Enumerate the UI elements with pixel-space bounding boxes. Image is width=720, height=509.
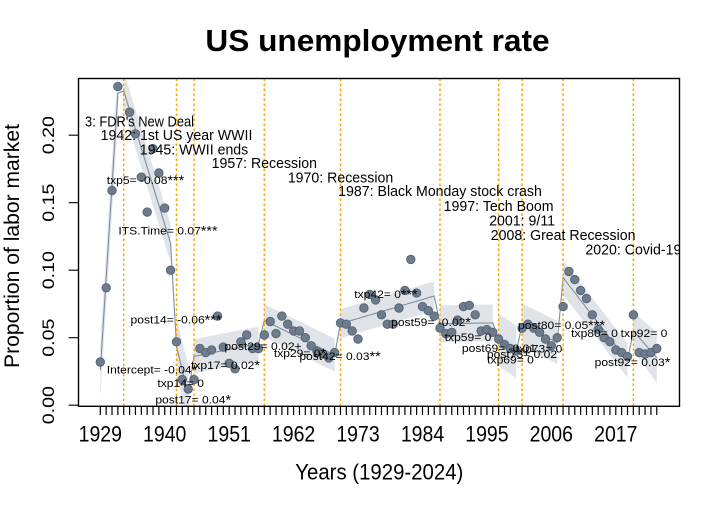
svg-text:post80= 0.05***: post80= 0.05*** [518,317,606,333]
svg-text:txp59= 0: txp59= 0 [445,331,492,344]
svg-text:post59= -0.02*: post59= -0.02* [391,314,471,330]
svg-text:2017: 2017 [594,422,637,447]
svg-text:1970: Recession: 1970: Recession [288,170,393,186]
svg-text:1951: 1951 [208,422,251,447]
svg-text:0.10: 0.10 [39,251,57,289]
svg-text:txp69= 0: txp69= 0 [487,354,534,367]
svg-text:2008: Great Recession: 2008: Great Recession [491,228,636,244]
svg-text:1957: Recession: 1957: Recession [212,156,317,172]
svg-text:1987: Black Monday stock crash: 1987: Black Monday stock crash [338,184,542,200]
svg-text:txp42= 0***: txp42= 0*** [354,286,418,302]
svg-text:0.00: 0.00 [39,386,57,424]
svg-text:1940: 1940 [143,422,186,447]
svg-text:1945: WWII ends: 1945: WWII ends [140,142,249,158]
svg-text:txp14= 0: txp14= 0 [157,377,204,390]
svg-text:US unemployment rate: US unemployment rate [205,23,549,58]
svg-text:ITS.Time= 0.07***: ITS.Time= 0.07*** [118,223,218,239]
svg-text:txp80= 0: txp80= 0 [571,327,618,340]
svg-text:1929: 1929 [79,422,122,447]
svg-text:Intercept= -0.04*: Intercept= -0.04* [107,362,198,378]
svg-text:post14= -0.06***: post14= -0.06*** [131,312,223,328]
svg-text:txp17= 0.02*: txp17= 0.02* [191,357,261,373]
svg-text:2020: Covid-19: 2020: Covid-19 [585,242,681,258]
svg-text:1942: 1st US year WWII: 1942: 1st US year WWII [101,128,253,144]
svg-text:2001: 9/11: 2001: 9/11 [489,213,555,229]
svg-text:txp29= 0*: txp29= 0* [274,345,327,361]
svg-text:3: FDR's New Deal: 3: FDR's New Deal [85,114,194,130]
svg-text:Years (1929-2024): Years (1929-2024) [295,460,463,485]
svg-text:Proportion of labor market: Proportion of labor market [1,124,24,368]
svg-text:post17= 0.04*: post17= 0.04* [155,392,231,408]
svg-text:1973: 1973 [336,422,379,447]
svg-text:1962: 1962 [272,422,315,447]
svg-text:txp73= 0: txp73= 0 [516,343,563,356]
svg-text:0.15: 0.15 [39,184,57,222]
svg-text:post73= 0.02: post73= 0.02 [487,348,557,361]
svg-text:post29= 0.02+: post29= 0.02+ [224,340,301,353]
svg-text:0.20: 0.20 [39,116,57,154]
svg-text:post42= 0.03**: post42= 0.03** [299,348,381,364]
svg-text:post69= -0.01: post69= -0.01 [462,342,536,355]
svg-text:0.05: 0.05 [39,319,57,357]
svg-text:1984: 1984 [401,422,445,447]
svg-text:txp92= 0: txp92= 0 [621,327,668,340]
svg-text:txp5= -0.08***: txp5= -0.08*** [107,172,185,188]
svg-text:2006: 2006 [530,422,573,447]
svg-text:1997: Tech Boom: 1997: Tech Boom [444,199,554,215]
svg-text:post92= 0.03*: post92= 0.03* [595,354,671,370]
svg-text:1995: 1995 [465,422,508,447]
